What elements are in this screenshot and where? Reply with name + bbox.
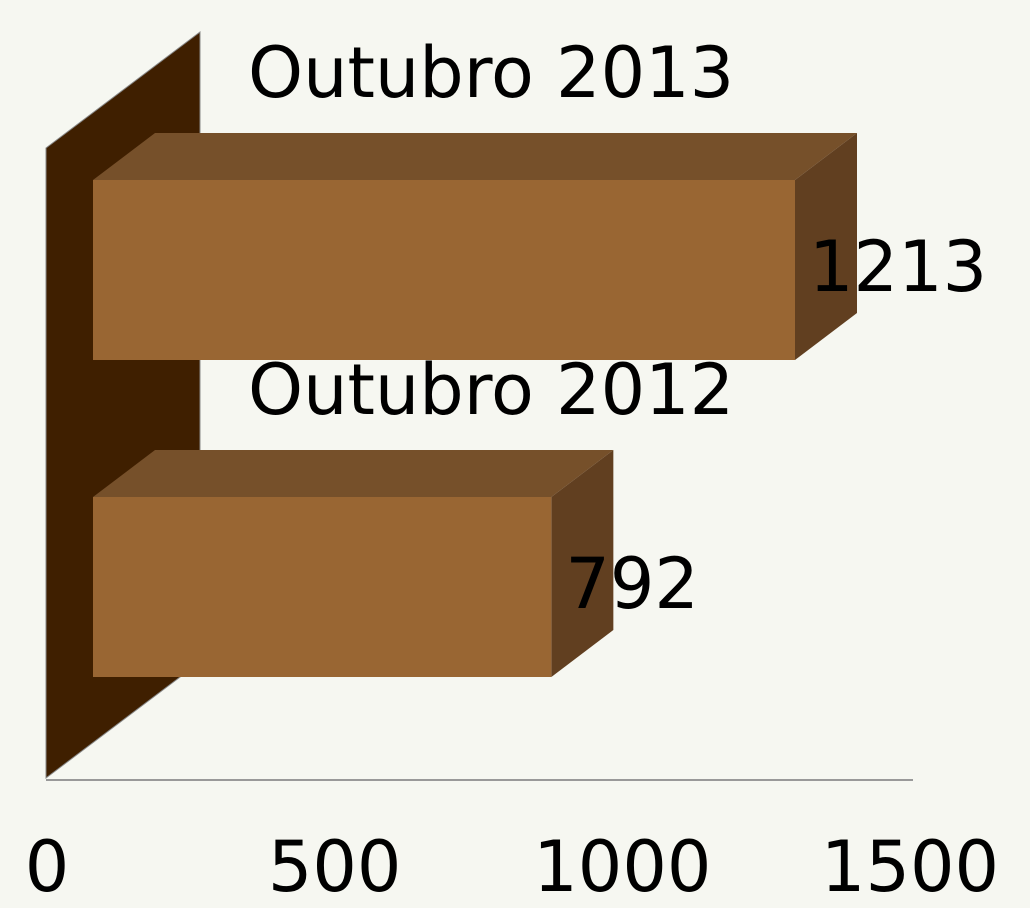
bar-top — [93, 450, 614, 497]
bar-side — [551, 450, 614, 677]
bar-top — [93, 133, 857, 180]
value-label: 792 — [565, 543, 699, 625]
x-tick-label: 1500 — [821, 826, 999, 908]
x-tick-label: 1000 — [533, 826, 711, 908]
bar — [93, 180, 795, 360]
x-tick-label: 0 — [25, 826, 70, 908]
x-tick-label: 500 — [268, 826, 402, 908]
bar-side — [795, 133, 857, 360]
bar — [93, 497, 552, 677]
category-label: Outubro 2013 — [248, 32, 734, 114]
value-label: 1213 — [809, 226, 987, 308]
category-label: Outubro 2012 — [248, 349, 734, 431]
